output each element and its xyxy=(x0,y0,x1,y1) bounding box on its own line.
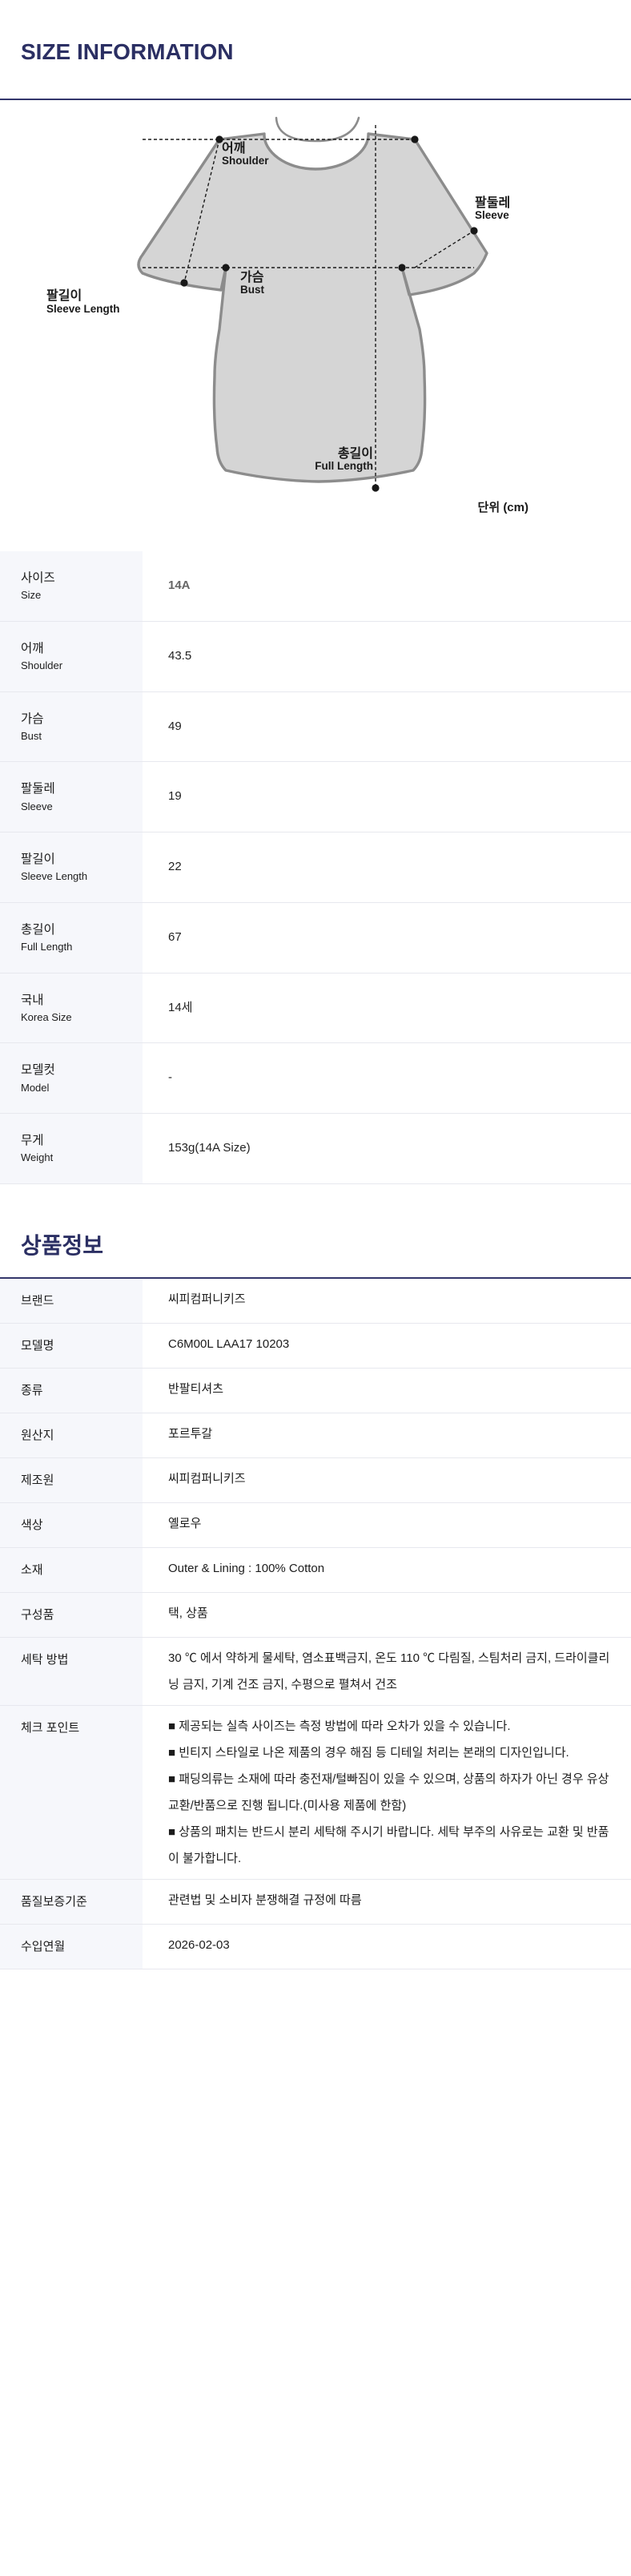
svg-text:단위 (cm): 단위 (cm) xyxy=(478,501,529,514)
svg-text:총길이: 총길이 xyxy=(338,446,373,461)
svg-text:팔둘레: 팔둘레 xyxy=(475,196,510,210)
svg-text:팔길이: 팔길이 xyxy=(46,288,82,303)
svg-text:Shoulder: Shoulder xyxy=(222,155,269,167)
svg-text:Sleeve: Sleeve xyxy=(475,209,509,221)
svg-text:가슴: 가슴 xyxy=(240,270,264,284)
svg-text:Sleeve Length: Sleeve Length xyxy=(46,303,120,315)
svg-text:Bust: Bust xyxy=(240,284,265,296)
svg-text:어깨: 어깨 xyxy=(222,141,245,155)
svg-text:Full Length: Full Length xyxy=(315,460,373,472)
